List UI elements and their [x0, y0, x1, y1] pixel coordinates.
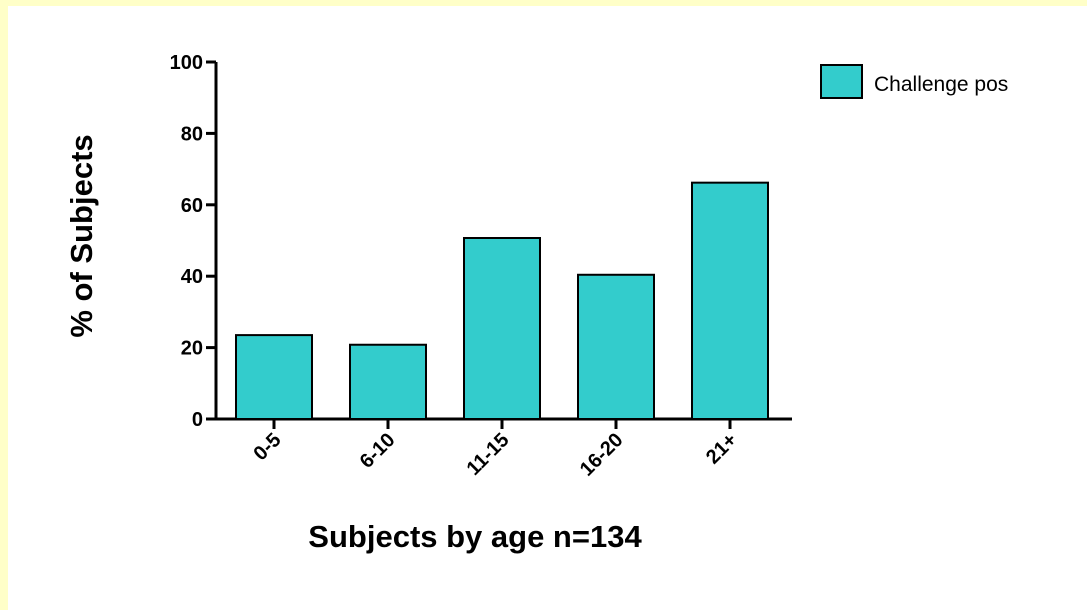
bar-6-10 — [349, 343, 427, 420]
y-tick-label: 100 — [170, 52, 203, 74]
legend: Challenge pos — [820, 64, 1008, 99]
y-axis-ticks: 0 20 40 60 80 100 — [170, 52, 216, 431]
y-tick-label: 80 — [181, 123, 203, 145]
y-axis-title: % of Subjects — [64, 134, 99, 337]
x-axis-ticks: 0-5 6-10 11-15 16-20 21+ — [250, 419, 742, 481]
legend-label: Challenge pos — [874, 73, 1008, 96]
bar-11-15 — [463, 237, 541, 420]
legend-swatch — [820, 64, 863, 99]
bar-0-5 — [235, 334, 313, 421]
x-tick-label: 0-5 — [250, 429, 286, 465]
y-tick-label: 60 — [181, 195, 203, 217]
x-tick-label: 6-10 — [356, 429, 400, 473]
y-tick-label: 20 — [181, 338, 203, 360]
y-tick-label: 0 — [192, 409, 203, 431]
y-tick-label: 40 — [181, 266, 203, 288]
chart-frame — [8, 6, 1087, 610]
x-tick-label: 21+ — [702, 429, 742, 469]
bars — [235, 181, 769, 421]
bar-21+ — [691, 181, 769, 420]
bar-16-20 — [577, 273, 655, 420]
x-tick-label: 11-15 — [463, 429, 514, 480]
x-tick-label: 16-20 — [576, 429, 628, 481]
x-axis-title: Subjects by age n=134 — [308, 519, 642, 554]
